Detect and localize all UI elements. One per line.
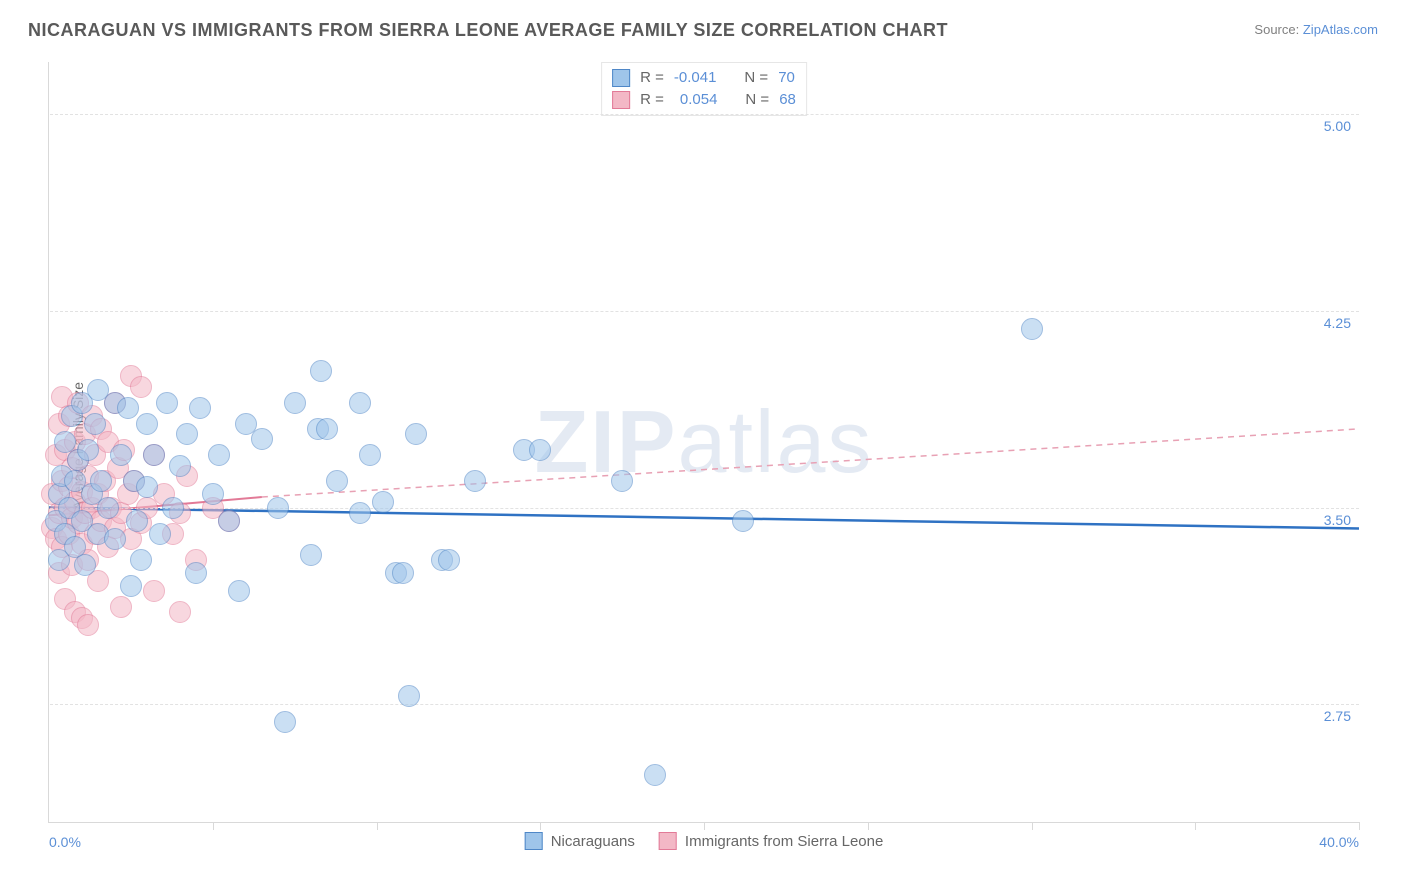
grid-line	[50, 508, 1359, 509]
scatter-point-a	[162, 497, 184, 519]
chart-title: NICARAGUAN VS IMMIGRANTS FROM SIERRA LEO…	[28, 20, 948, 41]
grid-line	[50, 114, 1359, 115]
swatch-nicaraguans	[525, 832, 543, 850]
scatter-point-a	[97, 497, 119, 519]
scatter-point-a	[156, 392, 178, 414]
source-credit: Source: ZipAtlas.com	[1254, 22, 1378, 37]
swatch-sierra-leone	[612, 91, 630, 109]
scatter-point-a	[611, 470, 633, 492]
x-tick	[704, 822, 705, 830]
scatter-point-a	[316, 418, 338, 440]
series-legend: Nicaraguans Immigrants from Sierra Leone	[525, 832, 884, 850]
r-value-b: 0.054	[674, 89, 718, 111]
scatter-point-b	[130, 376, 152, 398]
x-tick	[377, 822, 378, 830]
scatter-point-b	[143, 580, 165, 602]
scatter-point-a	[310, 360, 332, 382]
scatter-point-a	[143, 444, 165, 466]
scatter-point-b	[110, 596, 132, 618]
source-label: Source:	[1254, 22, 1299, 37]
scatter-point-a	[1021, 318, 1043, 340]
scatter-point-a	[392, 562, 414, 584]
scatter-point-b	[169, 601, 191, 623]
x-tick	[1359, 822, 1360, 830]
n-value-a: 70	[778, 67, 795, 89]
scatter-point-a	[74, 554, 96, 576]
scatter-point-a	[104, 528, 126, 550]
scatter-point-a	[185, 562, 207, 584]
y-tick-label: 3.50	[1324, 512, 1351, 528]
watermark: ZIPatlas	[535, 391, 874, 493]
scatter-point-a	[349, 502, 371, 524]
y-tick-label: 4.25	[1324, 315, 1351, 331]
r-label: R =	[640, 67, 664, 89]
legend-label-b: Immigrants from Sierra Leone	[685, 833, 883, 850]
scatter-point-a	[300, 544, 322, 566]
r-value-a: -0.041	[674, 67, 717, 89]
scatter-point-a	[120, 575, 142, 597]
scatter-point-a	[218, 510, 240, 532]
r-label: R =	[640, 89, 664, 111]
scatter-point-a	[372, 491, 394, 513]
x-tick	[540, 822, 541, 830]
scatter-point-a	[84, 413, 106, 435]
x-axis-min-label: 0.0%	[49, 834, 81, 850]
scatter-point-a	[176, 423, 198, 445]
x-tick	[868, 822, 869, 830]
correlation-row-b: R = 0.054 N = 68	[612, 89, 796, 111]
scatter-point-a	[326, 470, 348, 492]
x-axis-max-label: 40.0%	[1319, 834, 1359, 850]
x-tick	[1032, 822, 1033, 830]
scatter-point-a	[117, 397, 139, 419]
scatter-point-a	[349, 392, 371, 414]
scatter-point-a	[251, 428, 273, 450]
scatter-point-a	[644, 764, 666, 786]
scatter-point-a	[359, 444, 381, 466]
scatter-point-a	[405, 423, 427, 445]
legend-item-a: Nicaraguans	[525, 832, 635, 850]
scatter-point-a	[438, 549, 460, 571]
scatter-point-a	[208, 444, 230, 466]
scatter-point-a	[169, 455, 191, 477]
grid-line	[50, 704, 1359, 705]
scatter-point-a	[732, 510, 754, 532]
scatter-point-a	[90, 470, 112, 492]
scatter-point-a	[189, 397, 211, 419]
scatter-point-a	[529, 439, 551, 461]
chart-plot-area: ZIPatlas R = -0.041 N = 70 R = 0.054 N =…	[48, 62, 1359, 823]
swatch-sierra-leone	[659, 832, 677, 850]
x-tick	[1195, 822, 1196, 830]
scatter-point-a	[136, 413, 158, 435]
scatter-point-a	[149, 523, 171, 545]
trend-lines-layer	[49, 62, 1359, 822]
scatter-point-a	[110, 444, 132, 466]
x-tick	[213, 822, 214, 830]
scatter-point-a	[228, 580, 250, 602]
scatter-point-b	[77, 614, 99, 636]
scatter-point-a	[274, 711, 296, 733]
scatter-point-a	[77, 439, 99, 461]
correlation-legend: R = -0.041 N = 70 R = 0.054 N = 68	[601, 62, 807, 116]
n-value-b: 68	[779, 89, 796, 111]
legend-label-a: Nicaraguans	[551, 833, 635, 850]
legend-item-b: Immigrants from Sierra Leone	[659, 832, 883, 850]
n-label: N =	[744, 67, 768, 89]
scatter-point-a	[398, 685, 420, 707]
scatter-point-a	[284, 392, 306, 414]
scatter-point-a	[202, 483, 224, 505]
correlation-row-a: R = -0.041 N = 70	[612, 67, 796, 89]
scatter-point-a	[464, 470, 486, 492]
grid-line	[50, 311, 1359, 312]
scatter-point-a	[267, 497, 289, 519]
source-link[interactable]: ZipAtlas.com	[1303, 22, 1378, 37]
scatter-point-a	[130, 549, 152, 571]
y-tick-label: 5.00	[1324, 118, 1351, 134]
swatch-nicaraguans	[612, 69, 630, 87]
y-tick-label: 2.75	[1324, 708, 1351, 724]
scatter-point-a	[126, 510, 148, 532]
scatter-point-a	[136, 476, 158, 498]
n-label: N =	[745, 89, 769, 111]
